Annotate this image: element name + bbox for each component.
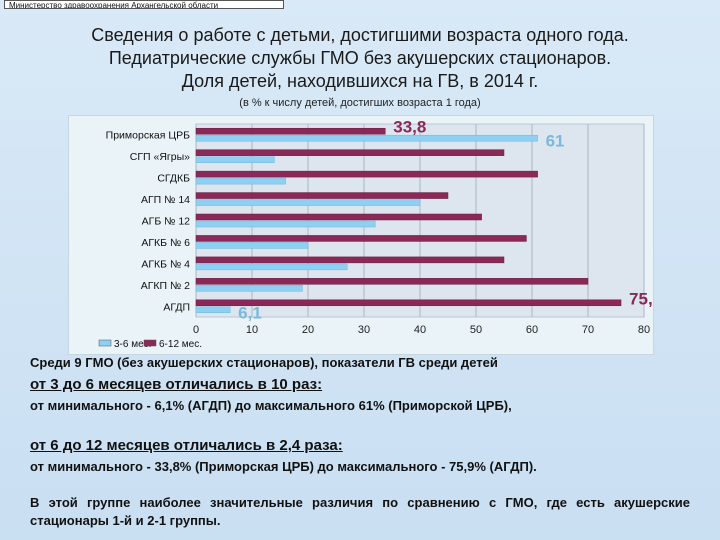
category-label: СГП «Ягры» (130, 151, 190, 163)
data-label: 33,8 (393, 118, 426, 137)
title-line-1: Сведения о работе с детьми, достигшими в… (91, 25, 629, 45)
bar (195, 285, 303, 292)
data-label: 61 (546, 132, 565, 151)
x-tick-label: 50 (470, 324, 482, 336)
category-label: АГП № 14 (141, 194, 190, 206)
bar (195, 199, 421, 206)
summary-heading-6-12: от 6 до 12 месяцев отличались в 2,4 раза… (30, 437, 690, 454)
category-label: СГДКБ (157, 173, 190, 185)
bar (195, 127, 386, 135)
category-label: Приморская ЦРБ (106, 130, 190, 142)
bar (195, 278, 589, 285)
summary-line-6-12: от минимального - 33,8% (Приморская ЦРБ)… (30, 459, 537, 474)
bar-chart: 0 10 20 30 40 50 60 70 80 Приморская ЦРБ СГП «Ягры… (98, 118, 662, 350)
x-tick-label: 70 (582, 324, 594, 336)
bar (195, 170, 538, 178)
chart-subtitle: (в % к числу детей, достигших возраста 1… (239, 97, 481, 109)
summary-heading-3-6-text: от 3 до 6 месяцев отличались в 10 раз: (30, 376, 323, 393)
x-tick-label: 80 (638, 324, 650, 336)
summary-line-3-6: от минимального - 6,1% (АГДП) до максима… (30, 398, 512, 413)
x-tick-label: 20 (302, 324, 314, 336)
bar (195, 263, 348, 271)
bar (195, 299, 622, 307)
category-label: АГБ № 12 (142, 216, 191, 228)
x-tick-label: 40 (414, 324, 426, 336)
bar (195, 242, 309, 249)
bar (195, 192, 449, 199)
summary-line-1: Среди 9 ГМО (без акушерских стационаров)… (30, 355, 498, 370)
data-label: 6,1 (238, 303, 262, 322)
bar (195, 149, 505, 156)
x-tick-label: 0 (193, 324, 199, 336)
bar (195, 306, 231, 314)
category-label: АГКБ № 6 (141, 237, 190, 249)
bar (195, 156, 275, 163)
x-tick-label: 60 (526, 324, 538, 336)
legend-swatch (98, 339, 112, 347)
x-tick-label: 10 (246, 324, 258, 336)
bar (195, 235, 527, 242)
chart-container: 0 10 20 30 40 50 60 70 80 Приморская ЦРБ СГП «Ягры… (68, 115, 662, 355)
bar (195, 220, 376, 228)
title-line-2: Педиатрические службы ГМО без акушерских… (108, 48, 612, 68)
summary-heading-3-6: от 3 до 6 месяцев отличались в 10 раз: (30, 376, 690, 393)
legend-label: 3-6 мес. (114, 339, 151, 350)
bar (195, 177, 286, 185)
summary-conclusion: В этой группе наиболее значительные разл… (30, 495, 690, 528)
bar (195, 256, 505, 264)
category-label: АГДП (163, 301, 190, 313)
ministry-label: Министерство здравоохранения Архангельск… (4, 0, 284, 9)
bar (195, 213, 482, 221)
bar (195, 134, 538, 142)
category-label: АГКБ № 4 (141, 258, 190, 270)
x-tick-label: 30 (358, 324, 370, 336)
summary-heading-6-12-text: от 6 до 12 месяцев отличались в 2,4 раза… (30, 437, 343, 454)
title-line-3: Доля детей, находившихся на ГВ, в 2014 г… (181, 71, 539, 91)
data-label: 75,9 (629, 289, 653, 308)
legend-label: 6-12 мес. (159, 339, 202, 350)
category-label: АГКП № 2 (141, 280, 190, 292)
page-title: Сведения о работе с детьми, достигшими в… (0, 24, 720, 93)
legend-swatch (143, 339, 157, 347)
